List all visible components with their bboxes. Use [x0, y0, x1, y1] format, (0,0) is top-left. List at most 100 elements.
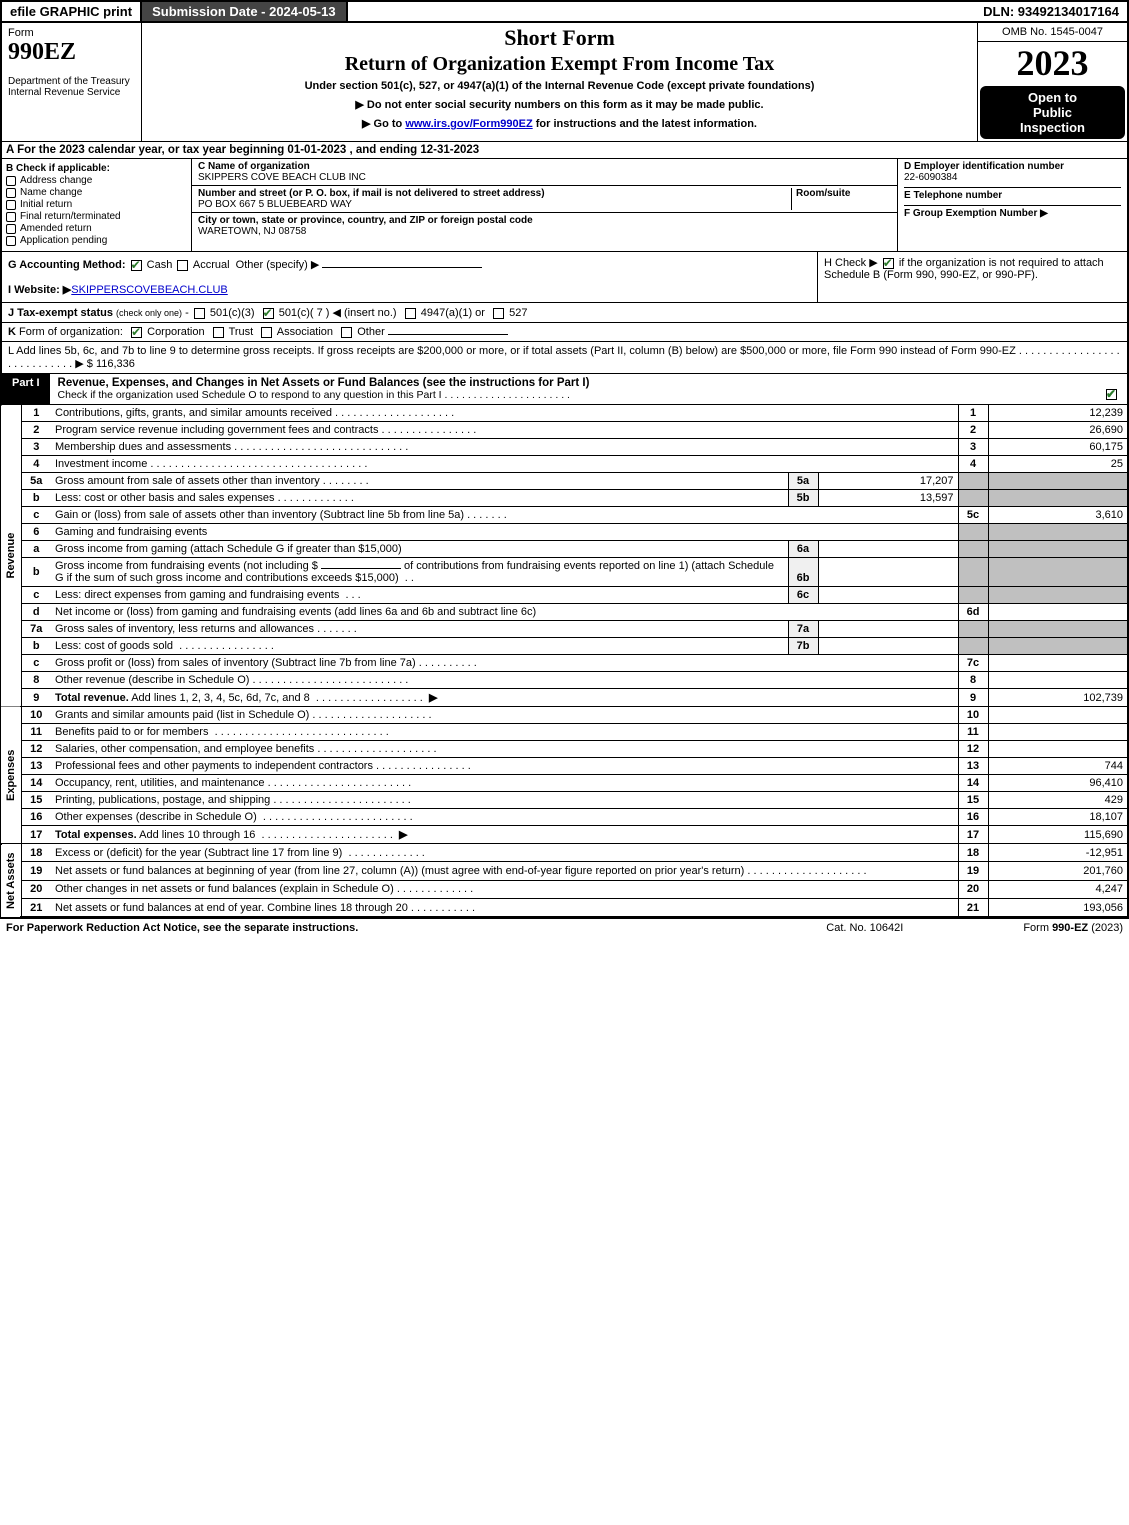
cb-address-change[interactable]: Address change: [6, 175, 187, 186]
city-label: City or town, state or province, country…: [198, 215, 533, 226]
cb-schedule-o[interactable]: [1106, 389, 1117, 400]
l9-amt: 102,739: [988, 689, 1128, 707]
l5a-ic: 5a: [788, 473, 818, 490]
l6a-desc: Gross income from gaming (attach Schedul…: [55, 543, 402, 555]
l7a-num: 7a: [21, 621, 51, 638]
l-text: L Add lines 5b, 6c, and 7b to line 9 to …: [8, 345, 1120, 370]
l6c-desc: Less: direct expenses from gaming and fu…: [55, 589, 339, 601]
cb-initial-return[interactable]: Initial return: [6, 199, 187, 210]
l3-amt: 60,175: [988, 439, 1128, 456]
l4-desc: Investment income: [55, 458, 147, 470]
room-label: Room/suite: [796, 188, 850, 199]
dept-label: Department of the Treasury Internal Reve…: [8, 76, 135, 98]
l6a-amt: [988, 541, 1128, 558]
cb-trust[interactable]: [213, 327, 224, 338]
l14-num: 14: [21, 775, 51, 792]
side-netassets: Net Assets: [1, 844, 21, 918]
lines-table: Revenue 1 Contributions, gifts, grants, …: [0, 405, 1129, 918]
l5a-amt: [988, 473, 1128, 490]
cb-4947[interactable]: [405, 308, 416, 319]
submission-date: Submission Date - 2024-05-13: [140, 2, 348, 21]
cb-application-pending[interactable]: Application pending: [6, 235, 187, 246]
open3: Inspection: [984, 120, 1121, 135]
cb-name-label: Name change: [20, 187, 82, 198]
l8-num: 8: [21, 672, 51, 689]
l5b-col: [958, 490, 988, 507]
l20-amt: 4,247: [988, 880, 1128, 898]
line-7a: 7a Gross sales of inventory, less return…: [1, 621, 1128, 638]
cb-501c3[interactable]: [194, 308, 205, 319]
row-h: H Check ▶ if the organization is not req…: [817, 252, 1127, 302]
cb-other-org[interactable]: [341, 327, 352, 338]
l7b-desc: Less: cost of goods sold: [55, 640, 173, 652]
header-right: OMB No. 1545-0047 2023 Open to Public In…: [977, 23, 1127, 141]
efile-label[interactable]: efile GRAPHIC print: [2, 2, 140, 21]
l6b-desc1: Gross income from fundraising events (no…: [55, 560, 318, 572]
dln-label: DLN: 93492134017164: [975, 2, 1127, 21]
l17-num: 17: [21, 826, 51, 844]
header-center: Short Form Return of Organization Exempt…: [142, 23, 977, 141]
l14-col: 14: [958, 775, 988, 792]
omb-number: OMB No. 1545-0047: [978, 23, 1127, 42]
l20-col: 20: [958, 880, 988, 898]
l21-amt: 193,056: [988, 899, 1128, 918]
l7c-amt: [988, 655, 1128, 672]
l2-amt: 26,690: [988, 422, 1128, 439]
g-label: G Accounting Method:: [8, 259, 126, 271]
line-3: 3 Membership dues and assessments . . . …: [1, 439, 1128, 456]
l7c-desc: Gross profit or (loss) from sales of inv…: [55, 657, 416, 669]
line-20: 20 Other changes in net assets or fund b…: [1, 880, 1128, 898]
l3-col: 3: [958, 439, 988, 456]
l6-num: 6: [21, 524, 51, 541]
group-label: F Group Exemption Number ▶: [904, 208, 1048, 219]
other-label: Other (specify) ▶: [236, 259, 320, 271]
box-b-title: B Check if applicable:: [6, 163, 187, 174]
l6d-num: d: [21, 604, 51, 621]
cb-name-change[interactable]: Name change: [6, 187, 187, 198]
cb-accrual[interactable]: [177, 260, 188, 271]
box-def: D Employer identification number22-60903…: [897, 159, 1127, 251]
l5c-amt: 3,610: [988, 507, 1128, 524]
cb-cash[interactable]: [131, 260, 142, 271]
form-label: Form: [8, 27, 135, 39]
footer: For Paperwork Reduction Act Notice, see …: [0, 918, 1129, 937]
irs-link[interactable]: www.irs.gov/Form990EZ: [405, 118, 532, 130]
l1-desc: Contributions, gifts, grants, and simila…: [55, 407, 332, 419]
l20-num: 20: [21, 880, 51, 898]
open2: Public: [984, 105, 1121, 120]
l16-amt: 18,107: [988, 809, 1128, 826]
website-link[interactable]: SKIPPERSCOVEBEACH.CLUB: [71, 284, 228, 296]
l19-col: 19: [958, 862, 988, 880]
l6d-desc: Net income or (loss) from gaming and fun…: [55, 606, 536, 618]
street-label: Number and street (or P. O. box, if mail…: [198, 188, 545, 199]
cb-amended-return[interactable]: Amended return: [6, 223, 187, 234]
l6c-col: [958, 587, 988, 604]
l6d-amt: [988, 604, 1128, 621]
line-6: 6 Gaming and fundraising events: [1, 524, 1128, 541]
cb-schedule-b[interactable]: [883, 258, 894, 269]
line-1: Revenue 1 Contributions, gifts, grants, …: [1, 405, 1128, 422]
cb-corp[interactable]: [131, 327, 142, 338]
cb-assoc[interactable]: [261, 327, 272, 338]
cb-527[interactable]: [493, 308, 504, 319]
l6b-amt: [988, 558, 1128, 587]
l5b-num: b: [21, 490, 51, 507]
row-j: J Tax-exempt status (check only one) - 5…: [0, 303, 1129, 323]
l5c-num: c: [21, 507, 51, 524]
line-19: 19 Net assets or fund balances at beginn…: [1, 862, 1128, 880]
cb-final-return[interactable]: Final return/terminated: [6, 211, 187, 222]
i-label: I Website: ▶: [8, 284, 71, 296]
l1-num: 1: [21, 405, 51, 422]
footer-right: Form 990-EZ (2023): [1023, 922, 1123, 934]
instr2-suffix: for instructions and the latest informat…: [533, 118, 757, 130]
cb-501c[interactable]: [263, 308, 274, 319]
l12-num: 12: [21, 741, 51, 758]
cb-amended-label: Amended return: [20, 223, 92, 234]
l7b-ic: 7b: [788, 638, 818, 655]
l6c-num: c: [21, 587, 51, 604]
l2-col: 2: [958, 422, 988, 439]
tel-label: E Telephone number: [904, 190, 1002, 201]
l6a-num: a: [21, 541, 51, 558]
l8-amt: [988, 672, 1128, 689]
l1-col: 1: [958, 405, 988, 422]
